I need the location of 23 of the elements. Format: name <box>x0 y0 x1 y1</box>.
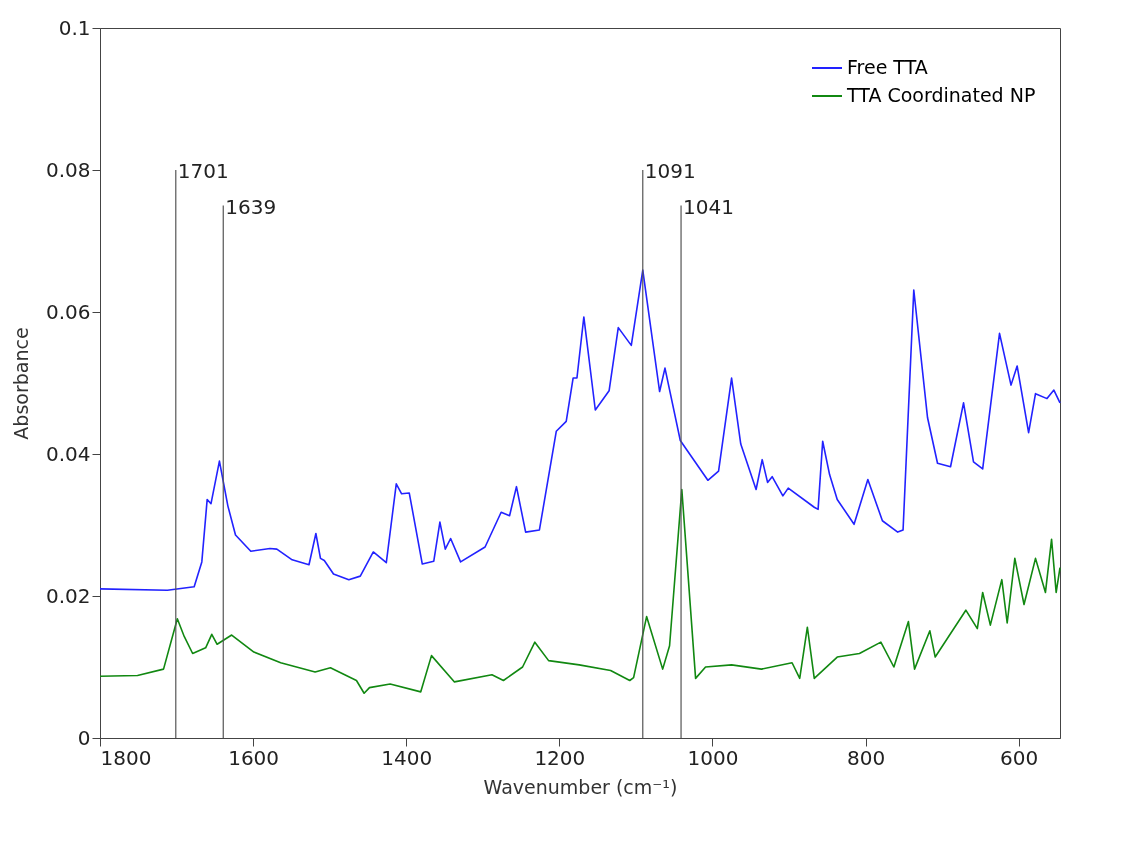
y-tick-label: 0.08 <box>45 157 91 182</box>
x-tick-label: 600 <box>1000 745 1039 770</box>
y-tick-label: 0 <box>77 725 91 750</box>
x-tick-label: 1600 <box>228 745 280 770</box>
x-axis-title: Wavenumber (cm⁻¹) <box>483 775 678 798</box>
line-series <box>99 269 1061 592</box>
legend-label: TTA Coordinated NP <box>846 84 1036 106</box>
x-tick-label: 1200 <box>534 745 586 770</box>
ref-line-label: 1639 <box>225 194 277 219</box>
ref-line-label: 1091 <box>644 159 696 183</box>
y-tick-label: 0.06 <box>45 299 91 324</box>
line-series <box>99 488 1061 695</box>
y-tick-label: 0.1 <box>58 15 91 40</box>
x-tick-label: 1800 <box>100 745 152 770</box>
y-tick-label: 0.02 <box>45 583 91 608</box>
ref-line-label: 1701 <box>177 159 229 183</box>
legend-label: Free TTA <box>847 56 928 78</box>
y-tick-label: 0.04 <box>45 441 91 466</box>
ref-line-label: 1041 <box>683 194 734 219</box>
x-tick-label: 800 <box>846 745 886 770</box>
x-tick-label: 1000 <box>687 745 739 770</box>
x-tick-label: 1400 <box>381 745 433 770</box>
y-axis-title: Absorbance <box>9 327 32 440</box>
